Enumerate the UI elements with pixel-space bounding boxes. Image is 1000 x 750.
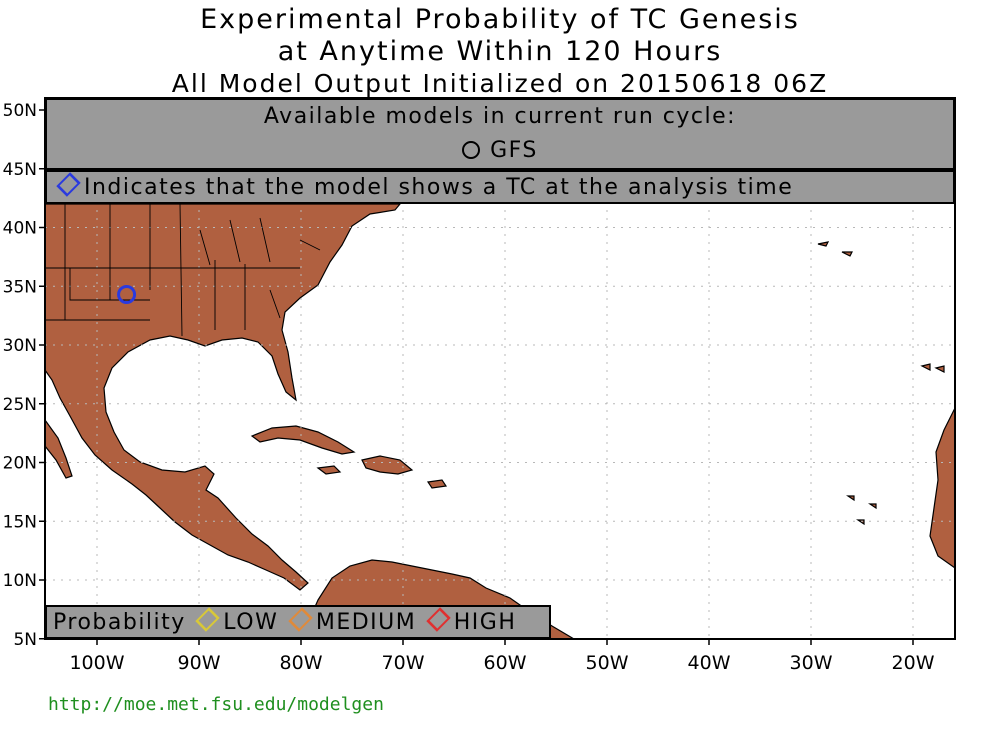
africa-land [929, 407, 956, 570]
blue-diamond-icon [56, 172, 81, 197]
lat-label: 45N [3, 160, 37, 180]
orange-diamond-icon [288, 607, 313, 632]
model-name: GFS [490, 138, 538, 163]
hispaniola-land [361, 455, 414, 475]
state-borders [45, 203, 321, 337]
analysis-note-panel: Indicates that the model shows a TC at t… [45, 170, 955, 204]
lat-label: 5N [13, 630, 37, 650]
title-line-2: at Anytime Within 120 Hours [277, 36, 723, 67]
lat-label: 10N [3, 571, 37, 591]
lat-label: 25N [3, 395, 37, 415]
lat-label: 40N [3, 219, 37, 239]
lon-label: 70W [382, 652, 425, 674]
lat-label: 15N [3, 512, 37, 532]
lat-label: 50N [3, 101, 37, 121]
gfs-circle-icon [462, 141, 481, 159]
lat-label: 20N [3, 454, 37, 474]
analysis-note-text: Indicates that the model shows a TC at t… [84, 175, 794, 200]
jamaica-land [316, 465, 342, 475]
tc-markers [117, 284, 137, 304]
azores-islands [817, 241, 853, 257]
models-panel: Available models in current run cycle: G… [45, 98, 955, 170]
models-heading: Available models in current run cycle: [263, 104, 737, 129]
title-line-3: All Model Output Initialized on 20150618… [171, 69, 829, 98]
canary-islands [920, 363, 945, 373]
legend-low: LOW [223, 610, 279, 635]
lon-label: 50W [586, 652, 629, 674]
lat-label: 30N [3, 336, 37, 356]
puerto-rico-land [426, 479, 448, 489]
source-url[interactable]: http://moe.met.fsu.edu/modelgen [48, 694, 384, 715]
gfs-tc-marker [117, 284, 137, 304]
latitude-axis: 50N 45N 40N 35N 30N 25N 20N 15N 10N 5N [3, 101, 45, 650]
lon-label: 60W [484, 652, 527, 674]
lon-label: 20W [892, 652, 935, 674]
title-line-1: Experimental Probability of TC Genesis [200, 4, 800, 35]
red-diamond-icon [426, 607, 451, 632]
yellow-diamond-icon [195, 607, 220, 632]
baja-land [44, 418, 73, 479]
legend-label: Probability [53, 610, 186, 635]
probability-legend: Probability LOW MEDIUM HIGH [45, 605, 551, 639]
cuba-land [250, 425, 356, 455]
lon-label: 30W [790, 652, 833, 674]
cape-verde-islands [846, 495, 877, 526]
legend-high: HIGH [453, 610, 517, 635]
lon-label: 90W [178, 652, 221, 674]
model-entry: GFS [47, 134, 953, 168]
lat-label: 35N [3, 277, 37, 297]
legend-medium: MEDIUM [315, 610, 417, 635]
lon-label: 80W [280, 652, 323, 674]
lon-label: 40W [688, 652, 731, 674]
longitude-axis: 100W 90W 80W 70W 60W 50W 40W 30W 20W [69, 639, 935, 674]
lon-label: 100W [69, 652, 124, 674]
